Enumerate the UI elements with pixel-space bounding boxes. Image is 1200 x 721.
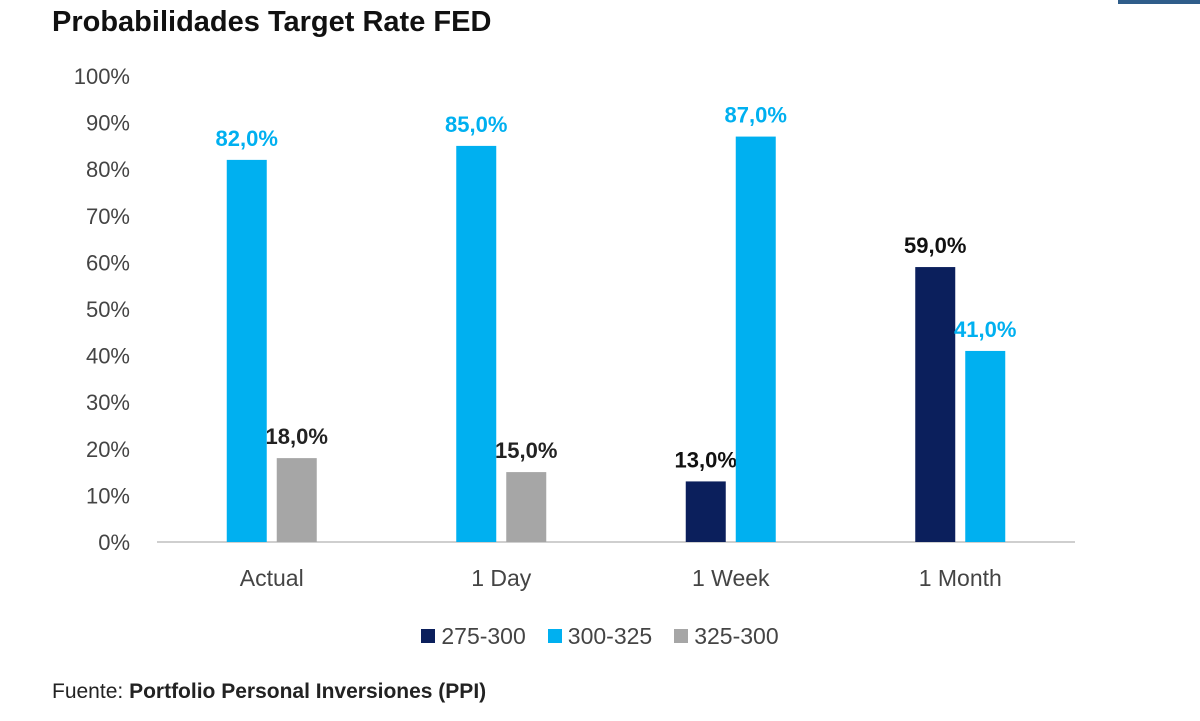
y-tick-label: 60% bbox=[86, 250, 130, 275]
legend-item-275-300: 275-300 bbox=[421, 622, 526, 650]
x-tick-label: 1 Week bbox=[692, 565, 770, 591]
source-note: Fuente: Portfolio Personal Inversiones (… bbox=[52, 680, 486, 704]
y-tick-label: 50% bbox=[86, 297, 130, 322]
y-tick-label: 0% bbox=[98, 530, 130, 555]
legend-label: 300-325 bbox=[567, 622, 653, 649]
source-name: Portfolio Personal Inversiones (PPI) bbox=[129, 680, 487, 703]
bar-300-325 bbox=[456, 145, 497, 542]
y-tick-label: 10% bbox=[86, 483, 130, 508]
y-tick-label: 90% bbox=[86, 111, 130, 136]
chart-title: Probabilidades Target Rate FED bbox=[52, 6, 492, 38]
y-tick-label: 40% bbox=[86, 344, 130, 369]
legend-label: 275-300 bbox=[441, 622, 526, 649]
legend-item-300-325: 300-325 bbox=[547, 622, 653, 650]
legend-swatch bbox=[547, 629, 562, 643]
data-label: 15,0% bbox=[495, 438, 557, 463]
bar-325-300 bbox=[276, 458, 317, 542]
data-label: 59,0% bbox=[904, 233, 966, 258]
data-label: 82,0% bbox=[216, 126, 278, 151]
chart-legend: 275-300 300-325 325-300 bbox=[0, 619, 1200, 653]
data-label: 85,0% bbox=[445, 112, 507, 137]
corner-accent-bar bbox=[1118, 0, 1200, 4]
bar-300-325 bbox=[965, 350, 1006, 542]
bar-275-300 bbox=[685, 481, 726, 542]
source-prefix: Fuente: bbox=[52, 680, 124, 703]
data-label: 87,0% bbox=[725, 103, 787, 128]
y-tick-label: 80% bbox=[86, 157, 130, 182]
y-tick-label: 20% bbox=[86, 437, 130, 462]
data-label: 13,0% bbox=[675, 447, 737, 472]
y-tick-label: 30% bbox=[86, 390, 130, 415]
y-tick-label: 70% bbox=[86, 204, 130, 229]
bar-325-300 bbox=[506, 472, 547, 542]
data-label: 41,0% bbox=[954, 317, 1016, 342]
legend-label: 325-300 bbox=[694, 622, 779, 649]
legend-swatch bbox=[674, 629, 689, 643]
bar-275-300 bbox=[915, 267, 956, 542]
x-tick-label: Actual bbox=[240, 565, 304, 591]
legend-item-325-300: 325-300 bbox=[674, 622, 779, 650]
x-tick-label: 1 Day bbox=[471, 565, 532, 591]
data-label: 18,0% bbox=[266, 424, 328, 449]
y-tick-label: 100% bbox=[74, 64, 130, 89]
legend-swatch bbox=[421, 629, 436, 643]
x-tick-label: 1 Month bbox=[919, 565, 1002, 591]
bar-300-325 bbox=[735, 136, 776, 542]
bar-300-325 bbox=[226, 159, 267, 542]
